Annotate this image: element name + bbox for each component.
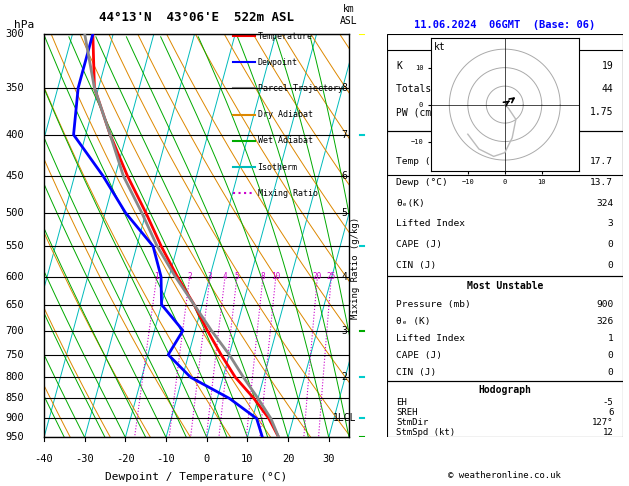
Text: -5: -5 xyxy=(603,398,613,407)
Text: 5: 5 xyxy=(342,208,347,218)
Text: 20: 20 xyxy=(282,453,294,464)
Text: 2: 2 xyxy=(342,372,347,382)
Text: StmDir: StmDir xyxy=(396,418,428,427)
Text: StmSpd (kt): StmSpd (kt) xyxy=(396,428,455,437)
Text: 300: 300 xyxy=(6,29,24,39)
Text: 44°13'N  43°06'E  522m ASL: 44°13'N 43°06'E 522m ASL xyxy=(99,11,294,24)
Text: 20: 20 xyxy=(313,272,322,281)
Text: 500: 500 xyxy=(6,208,24,218)
Text: Temperature: Temperature xyxy=(257,32,313,40)
Text: 800: 800 xyxy=(6,372,24,382)
Text: SREH: SREH xyxy=(396,408,418,417)
Text: Totals Totals: Totals Totals xyxy=(396,85,472,94)
Text: Lifted Index: Lifted Index xyxy=(396,220,465,228)
Bar xyxy=(387,276,623,381)
Text: 1.75: 1.75 xyxy=(590,107,613,118)
Text: -40: -40 xyxy=(35,453,53,464)
Text: Dry Adiabat: Dry Adiabat xyxy=(257,110,313,119)
Text: 6: 6 xyxy=(342,171,347,181)
Text: 8: 8 xyxy=(342,83,347,93)
Text: 10: 10 xyxy=(271,272,281,281)
Bar xyxy=(387,381,623,437)
Text: 4: 4 xyxy=(223,272,227,281)
Text: © weatheronline.co.uk: © weatheronline.co.uk xyxy=(448,471,561,480)
Text: 600: 600 xyxy=(6,272,24,281)
Text: -20: -20 xyxy=(116,453,135,464)
Text: 950: 950 xyxy=(6,433,24,442)
Text: -10: -10 xyxy=(157,453,175,464)
Text: hPa: hPa xyxy=(14,20,35,30)
Text: Mixing Ratio (g/kg): Mixing Ratio (g/kg) xyxy=(351,217,360,319)
Text: θₑ(K): θₑ(K) xyxy=(396,199,425,208)
Text: Dewpoint / Temperature (°C): Dewpoint / Temperature (°C) xyxy=(106,472,287,482)
Text: Hodograph: Hodograph xyxy=(478,385,532,395)
Text: 3: 3 xyxy=(342,326,347,335)
Text: 7: 7 xyxy=(342,130,347,139)
Text: 0: 0 xyxy=(608,351,613,360)
Text: Dewpoint: Dewpoint xyxy=(257,58,298,67)
Bar xyxy=(387,50,623,131)
Text: Wet Adiabat: Wet Adiabat xyxy=(257,137,313,145)
Text: 400: 400 xyxy=(6,130,24,139)
Bar xyxy=(387,131,623,276)
Text: 3: 3 xyxy=(608,220,613,228)
Text: 44: 44 xyxy=(601,85,613,94)
Text: θₑ (K): θₑ (K) xyxy=(396,317,431,326)
Text: -30: -30 xyxy=(75,453,94,464)
Text: 10: 10 xyxy=(241,453,253,464)
Text: Temp (°C): Temp (°C) xyxy=(396,157,448,166)
Text: 12: 12 xyxy=(603,428,613,437)
Text: 3: 3 xyxy=(208,272,213,281)
Text: 2: 2 xyxy=(187,272,192,281)
Text: 13.7: 13.7 xyxy=(590,178,613,187)
Text: 326: 326 xyxy=(596,317,613,326)
Text: CAPE (J): CAPE (J) xyxy=(396,240,442,249)
Text: 8: 8 xyxy=(260,272,265,281)
Text: 0: 0 xyxy=(608,240,613,249)
Text: Parcel Trajectory: Parcel Trajectory xyxy=(257,84,343,93)
Text: 11.06.2024  06GMT  (Base: 06): 11.06.2024 06GMT (Base: 06) xyxy=(414,20,596,30)
Text: 0: 0 xyxy=(608,368,613,377)
Text: 550: 550 xyxy=(6,241,24,251)
Text: 700: 700 xyxy=(6,326,24,335)
Text: CIN (J): CIN (J) xyxy=(396,368,437,377)
Bar xyxy=(387,34,623,175)
Text: 5: 5 xyxy=(235,272,239,281)
Text: 650: 650 xyxy=(6,299,24,310)
Text: 6: 6 xyxy=(608,408,613,417)
Text: Dewp (°C): Dewp (°C) xyxy=(396,178,448,187)
Text: 750: 750 xyxy=(6,349,24,360)
Text: CAPE (J): CAPE (J) xyxy=(396,351,442,360)
Text: Surface: Surface xyxy=(484,136,525,146)
Text: 17.7: 17.7 xyxy=(590,157,613,166)
Text: 1LCL: 1LCL xyxy=(333,414,356,423)
Text: 127°: 127° xyxy=(592,418,613,427)
Text: 0: 0 xyxy=(204,453,210,464)
Text: Lifted Index: Lifted Index xyxy=(396,334,465,343)
Text: CIN (J): CIN (J) xyxy=(396,261,437,270)
Text: 900: 900 xyxy=(596,300,613,309)
Text: 450: 450 xyxy=(6,171,24,181)
Text: 900: 900 xyxy=(6,414,24,423)
Text: 850: 850 xyxy=(6,394,24,403)
Text: Isotherm: Isotherm xyxy=(257,163,298,172)
Text: 1: 1 xyxy=(155,272,159,281)
Text: kt: kt xyxy=(434,42,445,52)
Text: 30: 30 xyxy=(323,453,335,464)
Text: EH: EH xyxy=(396,398,407,407)
Text: K: K xyxy=(396,61,402,71)
Text: Pressure (mb): Pressure (mb) xyxy=(396,300,471,309)
Text: 1: 1 xyxy=(608,334,613,343)
Text: Mixing Ratio: Mixing Ratio xyxy=(257,189,318,198)
Text: 324: 324 xyxy=(596,199,613,208)
Text: PW (cm): PW (cm) xyxy=(396,107,437,118)
Text: 350: 350 xyxy=(6,83,24,93)
Text: 4: 4 xyxy=(342,272,347,281)
Text: 19: 19 xyxy=(601,61,613,71)
Text: Most Unstable: Most Unstable xyxy=(467,281,543,291)
Text: 25: 25 xyxy=(326,272,336,281)
Text: 0: 0 xyxy=(608,261,613,270)
Text: km
ASL: km ASL xyxy=(340,4,358,26)
